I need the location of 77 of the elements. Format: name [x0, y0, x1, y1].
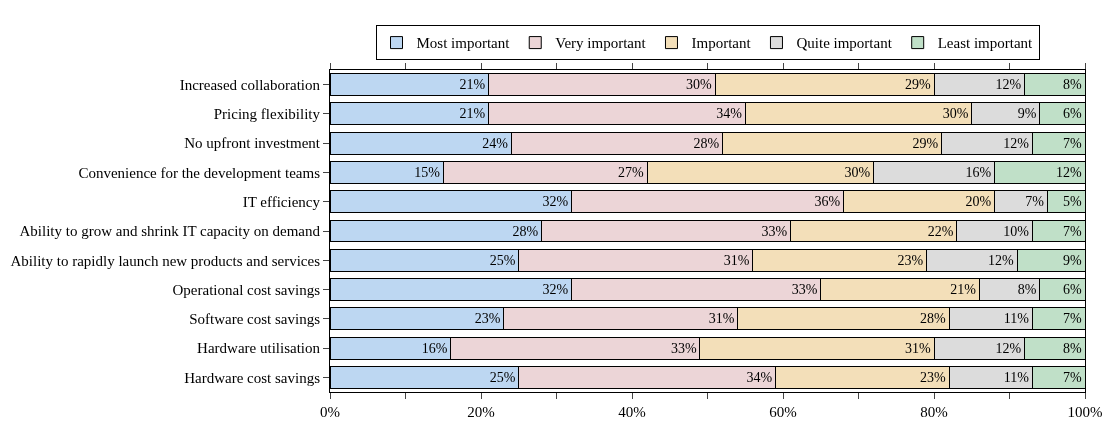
data-label: 25%	[489, 252, 516, 268]
data-label: 7%	[1025, 194, 1045, 210]
data-label: 22%	[927, 223, 954, 239]
data-label: 31%	[708, 311, 735, 327]
data-label: 30%	[686, 77, 713, 93]
data-label: 9%	[1063, 252, 1082, 268]
y-tick-label: Increased collaboration	[179, 76, 321, 93]
data-label: 23%	[897, 252, 924, 268]
x-tick-label: 100%	[1067, 404, 1103, 420]
data-label: 28%	[920, 311, 947, 327]
data-label: 25%	[489, 369, 516, 385]
data-label: 36%	[814, 194, 841, 210]
y-tick-label: Ability to rapidly launch new products and services	[10, 252, 321, 269]
data-label: 28%	[693, 135, 720, 151]
y-tick-label: Operational cost savings	[172, 281, 321, 298]
data-label: 33%	[670, 340, 697, 356]
data-label: 30%	[844, 164, 871, 180]
data-label: 20%	[965, 194, 992, 210]
data-label: 21%	[459, 77, 486, 93]
data-label: 11%	[1003, 369, 1030, 385]
data-label: 12%	[1003, 135, 1030, 151]
data-label: 8%	[1063, 340, 1082, 356]
data-label: 29%	[905, 77, 931, 93]
x-tick-label: 0%	[320, 404, 340, 420]
data-label: 11%	[1003, 311, 1030, 327]
x-tick-label: 20%	[467, 404, 495, 420]
data-label: 15%	[414, 164, 441, 180]
data-label: 6%	[1063, 282, 1082, 298]
data-label: 33%	[791, 282, 818, 298]
data-label: 23%	[474, 311, 501, 327]
data-label: 10%	[1003, 223, 1030, 239]
x-tick-label: 40%	[618, 404, 646, 420]
data-label: 6%	[1063, 106, 1082, 122]
data-label: 16%	[965, 164, 992, 180]
data-label: 8%	[1017, 282, 1037, 298]
legend-label: Quite important	[796, 35, 893, 52]
y-tick-label: Hardware cost savings	[184, 369, 321, 386]
data-label: 8%	[1063, 77, 1082, 93]
data-label: 7%	[1063, 223, 1082, 239]
legend-label: Most important	[416, 35, 511, 52]
data-label: 31%	[905, 340, 931, 356]
data-label: 33%	[761, 223, 788, 239]
data-label: 12%	[988, 252, 1015, 268]
y-tick-label: Software cost savings	[189, 311, 321, 328]
data-label: 27%	[618, 164, 645, 180]
x-tick-label: 60%	[769, 404, 797, 420]
data-label: 9%	[1017, 106, 1037, 122]
data-label: 21%	[950, 282, 977, 298]
data-label: 7%	[1063, 135, 1082, 151]
data-label: 29%	[912, 135, 939, 151]
data-label: 34%	[746, 369, 773, 385]
data-label: 16%	[421, 340, 448, 356]
data-label: 34%	[716, 106, 743, 122]
y-tick-label: No upfront investment	[184, 135, 321, 152]
data-label: 32%	[542, 194, 569, 210]
data-label: 28%	[512, 223, 539, 239]
legend-label: Important	[691, 35, 752, 52]
data-label: 12%	[995, 340, 1022, 356]
data-label: 7%	[1063, 311, 1082, 327]
data-label: 24%	[482, 135, 509, 151]
data-label: 23%	[920, 369, 947, 385]
data-label: 5%	[1063, 194, 1082, 210]
y-tick-label: Ability to grow and shrink IT capacity on demand	[19, 223, 321, 240]
data-label: 7%	[1063, 369, 1082, 385]
data-label: 12%	[1056, 164, 1082, 180]
data-label: 31%	[723, 252, 750, 268]
y-tick-label: Pricing flexibility	[213, 106, 321, 123]
data-label: 30%	[942, 106, 969, 122]
legend-label: Very important	[555, 35, 647, 52]
y-tick-label: Hardware utilisation	[197, 340, 321, 357]
data-label: 21%	[459, 106, 486, 122]
y-tick-label: Convenience for the development teams	[78, 164, 321, 181]
x-tick-label: 80%	[920, 404, 948, 420]
data-label: 12%	[995, 77, 1022, 93]
data-label: 32%	[542, 282, 569, 298]
y-tick-label: IT efficiency	[242, 193, 321, 210]
legend-label: Least important	[937, 35, 1034, 52]
